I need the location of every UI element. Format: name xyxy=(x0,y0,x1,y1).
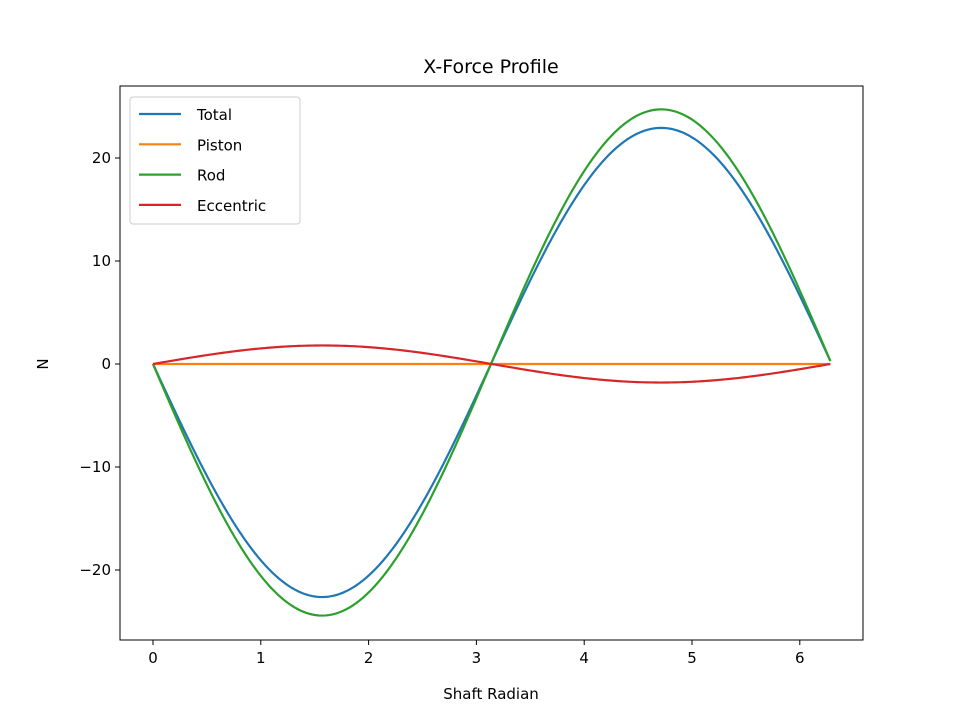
plot-area xyxy=(151,108,832,617)
axes-frame xyxy=(119,85,864,641)
x-tick-label: 0 xyxy=(148,649,158,667)
y-tick-label: −20 xyxy=(79,561,111,579)
series-line-eccentric xyxy=(152,344,831,384)
x-tick-label: 3 xyxy=(472,649,482,667)
y-tick-label: 20 xyxy=(92,149,111,167)
series-line-rod xyxy=(151,108,832,617)
legend-label-rod: Rod xyxy=(197,167,225,185)
y-tick-label: 0 xyxy=(101,355,111,373)
legend-label-piston: Piston xyxy=(197,136,242,154)
y-axis-ticks: −20 −10 0 10 20 xyxy=(79,149,120,579)
legend: Total Piston Rod Eccentric xyxy=(129,96,301,225)
x-tick-label: 6 xyxy=(795,649,805,667)
x-axis-label: Shaft Radian xyxy=(443,685,539,703)
chart-title: X-Force Profile xyxy=(423,56,558,78)
y-axis-label: N xyxy=(34,358,52,369)
legend-box xyxy=(129,96,301,225)
y-tick-label: −10 xyxy=(79,458,111,476)
y-tick-label: 10 xyxy=(92,252,111,270)
legend-label-eccentric: Eccentric xyxy=(197,197,266,215)
x-tick-label: 2 xyxy=(364,649,374,667)
x-tick-label: 1 xyxy=(256,649,266,667)
x-tick-label: 5 xyxy=(687,649,697,667)
x-tick-label: 4 xyxy=(579,649,589,667)
x-axis-ticks: 0 1 2 3 4 5 6 xyxy=(148,640,805,667)
legend-label-total: Total xyxy=(196,106,232,124)
